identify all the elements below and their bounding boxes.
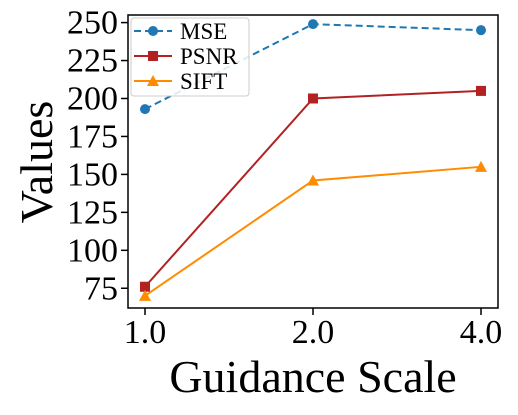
x-tick-label: 1.0: [124, 314, 167, 351]
x-axis-title: Guidance Scale: [169, 351, 456, 402]
series-line-psnr: [144, 89, 482, 288]
series-psnr: [140, 85, 486, 292]
data-point-mse: [140, 104, 150, 115]
y-tick-label: 75: [84, 270, 118, 307]
y-tick-label: 225: [67, 43, 118, 80]
x-axis-ticks: 1.0 2.0 4.0: [124, 308, 503, 351]
legend-marker-mse: [148, 26, 158, 36]
y-tick-label: 250: [67, 5, 118, 42]
plot-area: [139, 19, 487, 301]
y-tick-label: 125: [67, 194, 118, 231]
y-tick-label: 200: [67, 80, 118, 117]
y-tick-label: 150: [67, 156, 118, 193]
data-point-psnr: [308, 93, 318, 104]
data-point-psnr: [140, 281, 150, 292]
legend-label-mse: MSE: [180, 19, 227, 44]
y-axis-title: Values: [11, 101, 62, 224]
data-point-sift: [139, 289, 151, 301]
legend-box: [130, 17, 250, 97]
data-point-sift: [307, 174, 319, 186]
legend-marker-sift: [147, 75, 159, 86]
x-tick-label: 4.0: [460, 314, 503, 351]
x-tick-label: 2.0: [292, 314, 335, 351]
series-sift: [139, 160, 487, 301]
data-point-sift: [475, 160, 487, 172]
legend-marker-psnr: [148, 51, 158, 61]
data-point-mse: [476, 25, 486, 36]
series-mse: [140, 19, 486, 115]
legend-label-sift: SIFT: [180, 69, 227, 94]
y-tick-label: 100: [67, 232, 118, 269]
legend-label-psnr: PSNR: [180, 44, 238, 69]
y-tick-label: 175: [67, 118, 118, 155]
data-point-psnr: [476, 85, 486, 96]
data-point-mse: [308, 19, 318, 30]
